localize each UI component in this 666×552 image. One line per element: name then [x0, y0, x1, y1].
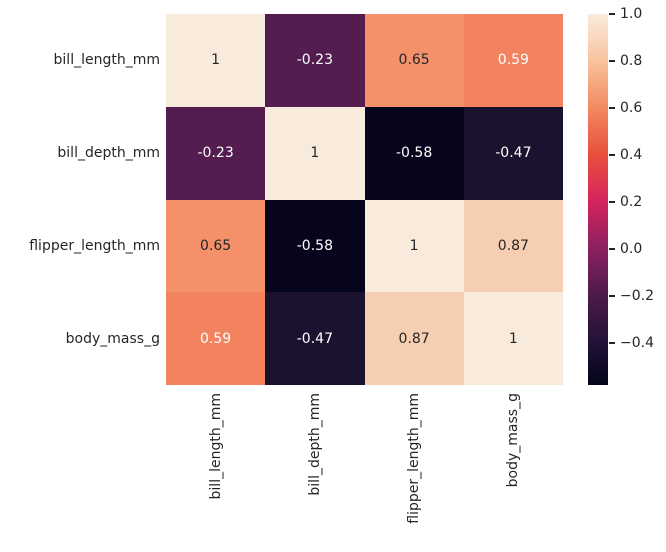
colorbar-tick-mark	[609, 200, 615, 203]
cell-value: 1	[508, 330, 518, 347]
colorbar-tick-label: 0.2	[620, 193, 643, 210]
heatmap-cell: 0.59	[463, 14, 563, 107]
colorbar-tick-label: 0.8	[620, 52, 643, 69]
cell-value: 1	[211, 52, 221, 69]
x-axis-label: flipper_length_mm	[404, 393, 424, 524]
x-axis-label: bill_length_mm	[206, 393, 226, 499]
cell-value: -0.58	[396, 145, 433, 162]
colorbar-gradient	[588, 14, 608, 385]
colorbar-tick-label: −0.4	[620, 334, 654, 351]
colorbar-tick-mark	[609, 153, 615, 156]
cell-value: 0.59	[497, 52, 529, 69]
heatmap-cell: -0.58	[265, 199, 365, 293]
colorbar-tick-label: 0.4	[620, 146, 643, 163]
heatmap-cell: -0.23	[166, 106, 266, 200]
colorbar-tick-label: 0.6	[620, 99, 643, 116]
cell-value: 1	[310, 145, 320, 162]
cell-value: 1	[409, 237, 419, 254]
colorbar-tick-mark	[609, 294, 615, 297]
cell-value: -0.58	[296, 237, 333, 254]
colorbar-tick-label: −0.2	[620, 287, 654, 304]
heatmap-cell: 0.59	[166, 292, 266, 385]
colorbar-tick-mark	[609, 59, 615, 62]
cell-value: 0.65	[200, 237, 232, 254]
heatmap-grid: 1 -0.23 0.65 0.59 -0.23 1 -0.58 -0.47 0.65 -0.58 1…	[166, 14, 563, 385]
x-axis-label: bill_depth_mm	[305, 393, 325, 496]
cell-value: 0.65	[398, 52, 430, 69]
cell-value: -0.23	[197, 145, 234, 162]
x-axis-label-text: flipper_length_mm	[406, 393, 423, 524]
x-axis-label-text: bill_depth_mm	[306, 393, 323, 496]
heatmap-cell: -0.58	[364, 106, 464, 200]
x-axis-label-text: bill_length_mm	[207, 393, 224, 500]
heatmap-cell: 0.65	[166, 199, 266, 293]
colorbar-tick-mark	[609, 106, 615, 109]
cell-value: 0.87	[398, 330, 430, 347]
heatmap-cell: 1	[364, 199, 464, 293]
y-axis-label: body_mass_g	[65, 330, 160, 347]
cell-value: -0.23	[296, 52, 333, 69]
heatmap-cell: 1	[166, 14, 266, 107]
heatmap-cell: -0.47	[265, 292, 365, 385]
cell-value: 0.59	[200, 330, 232, 347]
colorbar-tick-label: 0.0	[620, 240, 643, 257]
heatmap-cell: 0.87	[463, 199, 563, 293]
y-axis-label: bill_length_mm	[53, 52, 160, 69]
heatmap-cell: -0.47	[463, 106, 563, 200]
heatmap-cell: -0.23	[265, 14, 365, 107]
x-axis-label: body_mass_g	[503, 393, 523, 487]
colorbar-tick-mark	[609, 247, 615, 250]
x-axis-label-text: body_mass_g	[505, 393, 522, 488]
y-axis-label: flipper_length_mm	[29, 237, 160, 254]
y-axis-label: bill_depth_mm	[57, 145, 160, 162]
colorbar-tick-mark	[609, 341, 615, 344]
heatmap-cell: 0.65	[364, 14, 464, 107]
heatmap-cell: 0.87	[364, 292, 464, 385]
heatmap-cell: 1	[265, 106, 365, 200]
heatmap-cell: 1	[463, 292, 563, 385]
colorbar-tick-label: 1.0	[620, 6, 643, 22]
cell-value: -0.47	[296, 330, 333, 347]
cell-value: 0.87	[497, 237, 529, 254]
cell-value: -0.47	[495, 145, 532, 162]
colorbar-tick-mark	[609, 13, 615, 15]
